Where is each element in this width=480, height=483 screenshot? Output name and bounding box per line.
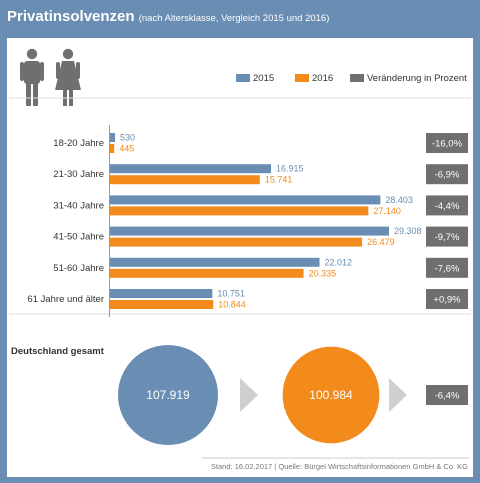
total-label: Deutschland gesamt bbox=[11, 346, 105, 357]
chart-title: Privatinsolvenzen (nach Altersklasse, Ve… bbox=[7, 8, 329, 25]
bar-2015 bbox=[110, 195, 381, 205]
data-label-2016: 26.479 bbox=[367, 237, 395, 247]
chart-panel: 2015 2016 Veränderung in Prozent 18-20 Jahr… bbox=[7, 38, 473, 477]
change-label: +0,9% bbox=[433, 295, 461, 306]
category-label: 31-40 Jahre bbox=[53, 200, 104, 211]
change-box bbox=[426, 195, 468, 216]
title-subtitle: (nach Altersklasse, Vergleich 2015 und 2… bbox=[138, 13, 330, 24]
total-value-2015: 107.919 bbox=[146, 388, 190, 402]
category-label: 61 Jahre und älter bbox=[27, 294, 104, 305]
total-value-2016: 100.984 bbox=[309, 388, 353, 402]
change-box bbox=[426, 226, 468, 247]
change-box bbox=[426, 164, 468, 185]
category-label: 18-20 Jahre bbox=[53, 138, 104, 149]
legend-swatch-2015 bbox=[236, 74, 250, 82]
total-circle-2016 bbox=[282, 346, 380, 444]
legend-label-2015: 2015 bbox=[253, 73, 274, 84]
data-label-2015: 22.012 bbox=[325, 257, 353, 267]
category-label: 21-30 Jahre bbox=[53, 169, 104, 180]
total-change-box bbox=[426, 385, 468, 405]
data-label-2016: 27.140 bbox=[373, 206, 401, 216]
bar-2016 bbox=[110, 268, 304, 278]
bar-2016 bbox=[110, 144, 115, 153]
data-label-2015: 530 bbox=[120, 133, 135, 143]
legend-swatch-2016 bbox=[295, 74, 309, 82]
bar-2015 bbox=[110, 164, 272, 174]
bar-2015 bbox=[110, 133, 116, 142]
category-label: 41-50 Jahre bbox=[53, 232, 104, 243]
category-label: 51-60 Jahre bbox=[53, 263, 104, 274]
total-circle-2015 bbox=[118, 345, 218, 445]
total-change-label: -6,4% bbox=[435, 391, 460, 402]
bar-2015 bbox=[110, 226, 389, 236]
bar-2016 bbox=[110, 237, 363, 247]
change-label: -4,4% bbox=[435, 201, 460, 212]
change-label: -9,7% bbox=[435, 232, 460, 243]
chart-svg: 2015 2016 Veränderung in Prozent 18-20 Jahr… bbox=[9, 48, 471, 471]
change-box bbox=[426, 133, 468, 153]
data-label-2016: 10.844 bbox=[218, 300, 246, 310]
arrow-icon bbox=[389, 378, 407, 412]
data-label-2016: 20.335 bbox=[309, 268, 337, 278]
change-label: -16,0% bbox=[432, 139, 463, 150]
data-label-2015: 10.751 bbox=[217, 289, 245, 299]
change-box bbox=[426, 257, 468, 278]
male-figure-icon bbox=[20, 48, 44, 106]
footer-source: Stand: 16.02.2017 | Quelle: Bürgel Wirts… bbox=[211, 462, 468, 471]
legend-label-change: Veränderung in Prozent bbox=[367, 73, 467, 84]
bar-2015 bbox=[110, 289, 213, 298]
legend-swatch-change bbox=[350, 74, 364, 82]
female-figure-icon bbox=[55, 48, 81, 106]
data-label-2016: 445 bbox=[119, 144, 134, 154]
data-label-2015: 28.403 bbox=[385, 195, 413, 205]
change-label: -6,9% bbox=[435, 170, 460, 181]
change-label: -7,6% bbox=[435, 263, 460, 274]
data-label-2015: 29.308 bbox=[394, 226, 422, 236]
bar-2015 bbox=[110, 257, 320, 267]
data-label-2015: 16.915 bbox=[276, 164, 304, 174]
header-bar: Privatinsolvenzen (nach Altersklasse, Ve… bbox=[0, 0, 480, 38]
bar-2016 bbox=[110, 206, 369, 216]
legend-label-2016: 2016 bbox=[312, 73, 333, 84]
bar-2016 bbox=[110, 300, 214, 309]
data-label-2016: 15.741 bbox=[265, 175, 293, 185]
bar-2016 bbox=[110, 175, 260, 185]
title-main: Privatinsolvenzen bbox=[7, 8, 135, 25]
arrow-icon bbox=[240, 378, 258, 412]
change-box bbox=[426, 289, 468, 309]
